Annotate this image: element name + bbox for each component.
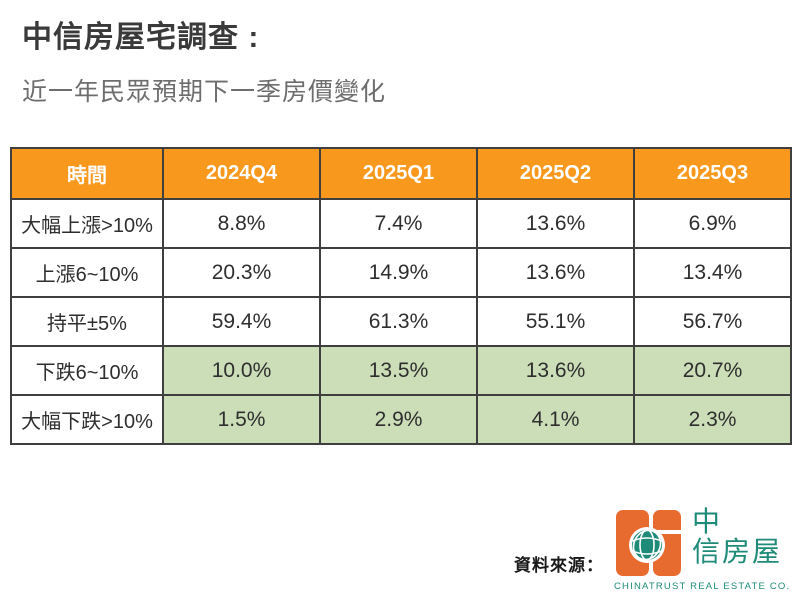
header-cell: 2025Q3 [633, 147, 792, 200]
table-row: 大幅下跌>10% 1.5% 2.9% 4.1% 2.3% [10, 394, 792, 445]
table-row: 上漲6~10% 20.3% 14.9% 13.6% 13.4% [10, 247, 792, 298]
value-cell: 2.9% [319, 394, 478, 445]
value-cell: 20.7% [633, 345, 792, 396]
row-label-cell: 下跌6~10% [10, 345, 164, 396]
table-row: 大幅上漲>10% 8.8% 7.4% 13.6% 6.9% [10, 198, 792, 249]
value-cell: 8.8% [162, 198, 321, 249]
value-cell: 55.1% [476, 296, 635, 347]
page-title: 中信房屋宅調查 : [22, 21, 260, 54]
chinatrust-logo-icon [616, 510, 681, 576]
logo-lockup: 中 信房屋 [614, 506, 783, 579]
row-label-cell: 上漲6~10% [10, 247, 164, 298]
globe-icon [632, 529, 662, 561]
header-cell: 2024Q4 [162, 147, 321, 200]
row-label-cell: 大幅下跌>10% [10, 394, 164, 445]
row-label-cell: 大幅上漲>10% [10, 198, 164, 249]
value-cell: 13.4% [633, 247, 792, 298]
row-label-cell: 持平±5% [10, 296, 164, 347]
company-logo: 中 信房屋 CHINATRUST REAL ESTATE CO. [614, 506, 792, 592]
value-cell: 4.1% [476, 394, 635, 445]
header-cell: 2025Q2 [476, 147, 635, 200]
value-cell: 2.3% [633, 394, 792, 445]
header-cell: 時間 [10, 147, 164, 200]
value-cell: 14.9% [319, 247, 478, 298]
page-subtitle: 近一年民眾預期下一季房價變化 [22, 78, 387, 106]
footer: 資料來源： [514, 506, 792, 592]
survey-table: 時間 2024Q4 2025Q1 2025Q2 2025Q3 大幅上漲>10% 8.8% 7… [10, 147, 792, 445]
value-cell: 61.3% [319, 296, 478, 347]
value-cell: 13.6% [476, 198, 635, 249]
company-name-zh-line1: 中 [692, 506, 723, 537]
table-header: 時間 2024Q4 2025Q1 2025Q2 2025Q3 [10, 147, 792, 200]
value-cell: 10.0% [162, 345, 321, 396]
table-row: 下跌6~10% 10.0% 13.5% 13.6% 20.7% [10, 345, 792, 396]
table-row: 持平±5% 59.4% 61.3% 55.1% 56.7% [10, 296, 792, 347]
value-cell: 7.4% [319, 198, 478, 249]
company-name-en: CHINATRUST REAL ESTATE CO. [614, 581, 791, 592]
company-name-zh: 中 信房屋 [692, 506, 783, 568]
company-name-zh-line2: 信房屋 [692, 536, 783, 568]
value-cell: 6.9% [633, 198, 792, 249]
value-cell: 20.3% [162, 247, 321, 298]
value-cell: 59.4% [162, 296, 321, 347]
table-body: 大幅上漲>10% 8.8% 7.4% 13.6% 6.9% 上漲6~10% 20.3% 14.… [10, 198, 792, 445]
value-cell: 56.7% [633, 296, 792, 347]
data-source-label: 資料來源： [514, 556, 604, 575]
value-cell: 13.5% [319, 345, 478, 396]
header-cell: 2025Q1 [319, 147, 478, 200]
value-cell: 13.6% [476, 247, 635, 298]
value-cell: 1.5% [162, 394, 321, 445]
value-cell: 13.6% [476, 345, 635, 396]
